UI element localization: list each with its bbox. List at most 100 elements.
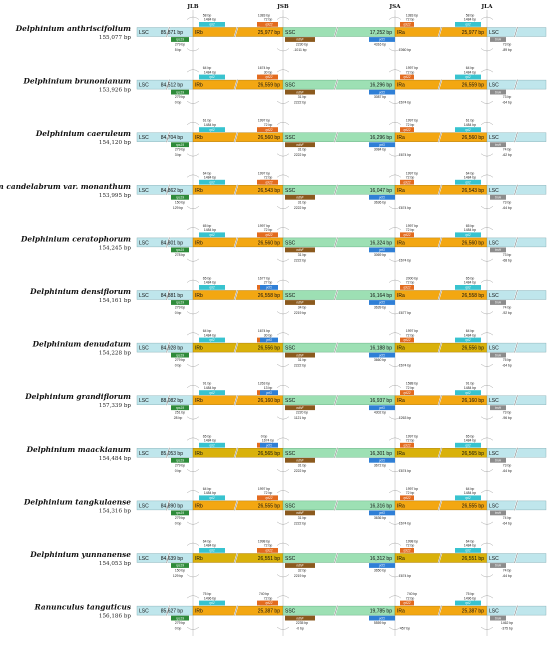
genome-row: Delphinium candelabrum var. monanthum 153… [0, 171, 547, 210]
jla-mid-measure: 1484 bp [464, 18, 476, 22]
ycf1-jsb-gene-label: rpl22 [265, 549, 272, 553]
break-mark [514, 342, 518, 353]
irb-length: 26,551 bp [258, 556, 280, 562]
rpl2-ira-gene [455, 548, 481, 553]
break-mark [234, 79, 238, 90]
junction-arc [186, 490, 200, 494]
jsb-top-measure: 1263 bp [258, 382, 270, 386]
rpl2-ira-gene [455, 285, 481, 290]
junction-arc [388, 153, 402, 157]
ssc-length: 17,252 bp [370, 30, 392, 36]
jsb-mid-measure: 72 bp [264, 228, 273, 232]
jlb-mid-measure: 1484 bp [204, 333, 216, 337]
jla-mid-measure: 1484 bp [464, 544, 476, 548]
junction-arc [480, 542, 494, 546]
break-mark [334, 395, 338, 406]
genome-row: Delphinium caeruleum 154,120 bp LSC 84,704 … [35, 119, 547, 157]
junction-arc [276, 521, 290, 525]
jlb-top-measure: 64 bp [203, 66, 212, 70]
junction-arc [276, 332, 290, 336]
ira-label: IRa [397, 30, 405, 36]
genome-row: Delphinium tangkulaense 154,316 bp LSC 84,8… [23, 487, 547, 525]
lsc-label: LSC [139, 451, 149, 457]
jsa-mid-measure: 72 bp [406, 123, 415, 127]
junction-arc [186, 206, 200, 209]
break-mark [234, 605, 238, 616]
trnH-gene [490, 194, 506, 200]
rpl2-ira-gene [455, 495, 481, 501]
genome-length: 153,926 bp [99, 88, 131, 94]
ycf1-gene [369, 352, 395, 358]
junction-arc [186, 258, 200, 262]
rps19-gene-label: rps19 [176, 248, 184, 252]
jsa-mid-measure: 72 bp [406, 281, 415, 285]
junction-arc [388, 332, 402, 336]
break-mark [438, 289, 442, 301]
rpl22-ira-gene [400, 390, 414, 395]
ycf1-jsb-gene-label: rpl22 [265, 23, 272, 27]
ycf1-gene-label: ycf1 [378, 143, 385, 147]
break-mark [166, 395, 170, 406]
jsb-top-measure: 1997 bp [258, 171, 270, 175]
rps19-gene [171, 89, 189, 95]
junction-arc [480, 332, 494, 336]
ycf1-gene-label: ycf1 [378, 616, 385, 620]
jsa-mid-measure: 72 bp [406, 18, 415, 22]
junction-arc [276, 542, 290, 546]
jla-bottom2-measure: -64 bp [502, 574, 512, 578]
break-mark [234, 500, 238, 511]
ycf1-gene-label: ycf1 [378, 459, 385, 463]
junction-arc [276, 206, 290, 209]
ycf1-jsb-gene-label: rpl22 [265, 180, 272, 184]
jsb-mid-measure: 13 bp [264, 386, 273, 390]
jla-bottom-measure: 73 bp [503, 253, 512, 257]
jsa-bottom-measure: 3084 bp [374, 148, 386, 152]
jla-bottom2-measure: -68 bp [502, 258, 512, 262]
lsc-label: LSC [139, 188, 149, 194]
species-name: Delphinium maackianum [26, 445, 132, 454]
ssc-label: SSC [285, 188, 296, 194]
trnH-gene-label: trnH [495, 248, 502, 252]
rpl2-gene [199, 548, 225, 553]
junction-arc [480, 574, 494, 578]
break-mark [514, 447, 518, 458]
jlb-top-measure: 64 bp [203, 487, 212, 491]
break-mark [438, 552, 442, 564]
jsb-top-measure: 1383 bp [258, 14, 270, 18]
ndhF-gene [285, 89, 315, 95]
ndhF-gene-label: ndhF [296, 90, 304, 94]
jsa-mid-measure: 72 bp [406, 386, 415, 390]
break-mark [438, 500, 442, 511]
break-mark [334, 237, 338, 248]
jla-bottom-measure: 73 bp [503, 200, 512, 204]
jsa-top-measure: 1588 bp [406, 382, 418, 386]
lsc-label: LSC [139, 346, 149, 352]
break-mark [438, 184, 442, 195]
irb-label: IRb [195, 30, 203, 36]
irb-label: IRb [195, 503, 203, 509]
lsc-label: LSC [139, 503, 149, 509]
lsc-label: LSC [139, 135, 149, 141]
irb-length: 26,556 bp [258, 346, 280, 352]
rpl2-gene-label: rpl2 [209, 601, 215, 605]
jlb-bottom-measure: 279 bp [175, 43, 185, 47]
jla-mid-measure: 1484 bp [464, 228, 476, 232]
jsb-bottom2-measure: 2222 bp [294, 258, 306, 262]
junction-arc [186, 416, 200, 420]
ndhF-gene [285, 194, 315, 200]
junction-arc [388, 469, 402, 472]
jlb-bottom2-measure: 5 bp [175, 48, 182, 52]
jla-bottom2-measure: -64 bp [502, 206, 512, 210]
junction-arc [186, 363, 200, 367]
jsb-top-measure: 1674 bp [258, 329, 270, 333]
ssc-label: SSC [285, 503, 296, 509]
junction-arc [276, 385, 290, 388]
jsb-mid-measure: 72 bp [264, 18, 273, 22]
jlb-bottom-measure: 279 bp [175, 306, 185, 310]
ycf1-gene [369, 247, 395, 253]
species-name: Delphinium brunonianum [23, 77, 132, 86]
species-name: Ranunculus tanguticus [34, 603, 132, 612]
junction-arc [186, 16, 200, 20]
break-mark [166, 500, 170, 511]
jsa-bottom-measure: 3069 bp [374, 253, 386, 257]
